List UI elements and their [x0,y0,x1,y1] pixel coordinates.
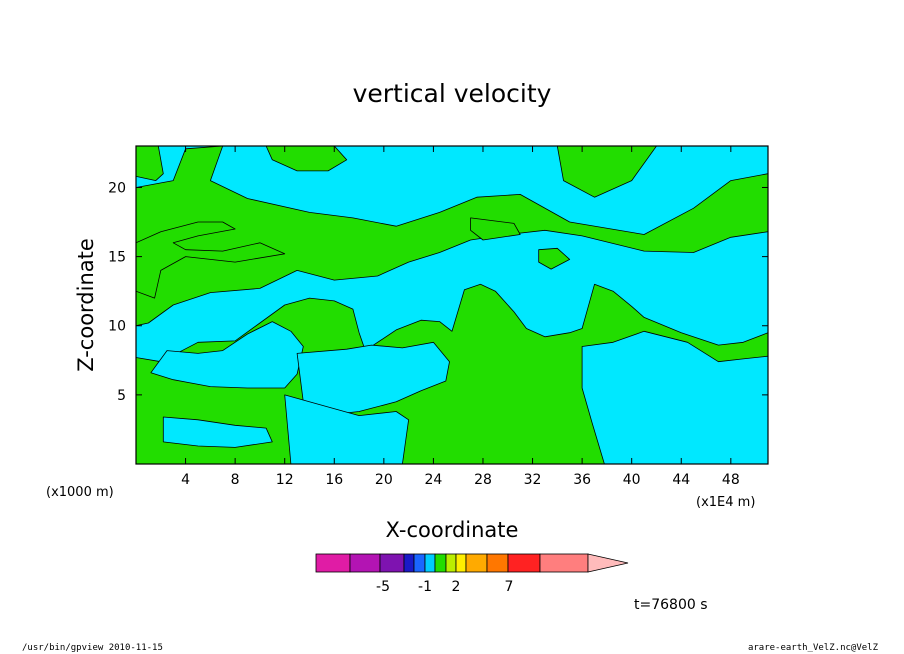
colorbar-arrow [587,553,629,573]
contour-region-positive-5 [538,247,571,270]
colorbar-segment [434,553,447,573]
x-tick-label: 24 [424,472,442,488]
x-tick-label: 4 [181,472,190,488]
colorbar-segment [507,553,541,573]
colorbar-segment [539,553,589,573]
y-tick-label: 10 [108,319,126,335]
x-tick-label: 40 [623,472,641,488]
colorbar-segment [465,553,488,573]
x-tick-label: 48 [722,472,740,488]
colorbar-segment [445,553,457,573]
time-annotation: t=76800 s [634,597,708,613]
x-unit-right-label: (x1E4 m) [696,495,755,510]
colorbar-tick-label: 7 [505,579,514,595]
x-tick-label: 32 [524,472,542,488]
colorbar-segment [486,553,509,573]
x-tick-label: 20 [375,472,393,488]
colorbar-tick-label: -5 [376,579,390,595]
x-tick-label: 28 [474,472,492,488]
y-axis-label: Z-coordinate [74,238,98,372]
contour-regions [136,146,768,464]
x-tick-label: 16 [325,472,343,488]
colorbar: -5 -1 2 7 [315,553,629,595]
plot-frame [135,145,769,465]
contour-region-negative-10 [581,330,768,464]
y-tick-label: 15 [108,250,126,266]
x-tick-label: 8 [231,472,240,488]
colorbar-segment [424,553,436,573]
x-axis-label: X-coordinate [386,518,519,542]
contour-region-positive-2 [136,146,768,327]
colorbar-segment [315,553,351,573]
chart-title: vertical velocity [353,79,552,108]
plot-area [136,146,768,464]
y-tick-label: 5 [117,388,126,404]
contour-region-negative-9 [284,394,410,464]
contour-region-positive-1 [265,146,348,172]
x-tick-label: 44 [672,472,690,488]
contour-region-positive-3 [556,146,657,198]
footer-right: arare-earth_VelZ.nc@VelZ [747,643,878,653]
x-tick-label: 12 [276,472,294,488]
colorbar-segment [403,553,415,573]
contour-region-positive-0 [136,146,164,182]
colorbar-segment [379,553,405,573]
x-unit-left-label: (x1000 m) [46,485,114,500]
colorbar-segment [455,553,467,573]
colorbar-tick-label: 2 [452,579,461,595]
colorbar-segment [349,553,381,573]
x-tick-label: 36 [573,472,591,488]
contour-region-positive-4 [470,217,521,241]
footer-left: /usr/bin/gpview 2010-11-15 [22,643,163,653]
colorbar-segment [413,553,426,573]
colorbar-tick-label: -1 [418,579,432,595]
y-tick-label: 20 [108,180,126,196]
contour-region-negative-11 [162,416,273,448]
